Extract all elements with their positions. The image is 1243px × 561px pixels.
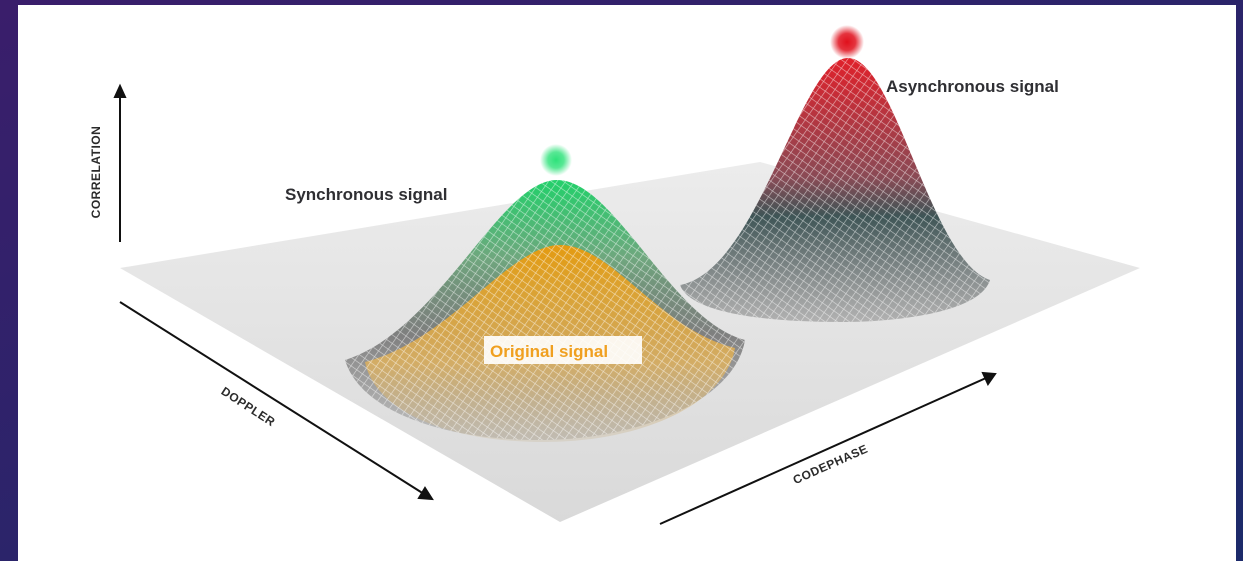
signal-label: Synchronous signal <box>285 185 447 204</box>
label-background <box>484 336 642 364</box>
mesh <box>345 180 745 440</box>
signal-label: Original signal <box>490 342 608 361</box>
doppler-axis <box>119 301 425 495</box>
sync-dot <box>540 144 572 176</box>
arrow-head <box>417 486 434 501</box>
arrow-head <box>113 83 127 98</box>
arrow-head <box>981 371 997 387</box>
codephase-axis <box>659 377 987 525</box>
axis-label: CORRELATION <box>89 126 103 219</box>
signal-label: Asynchronous signal <box>886 77 1059 96</box>
mesh <box>680 58 990 322</box>
async-dot <box>830 25 864 59</box>
